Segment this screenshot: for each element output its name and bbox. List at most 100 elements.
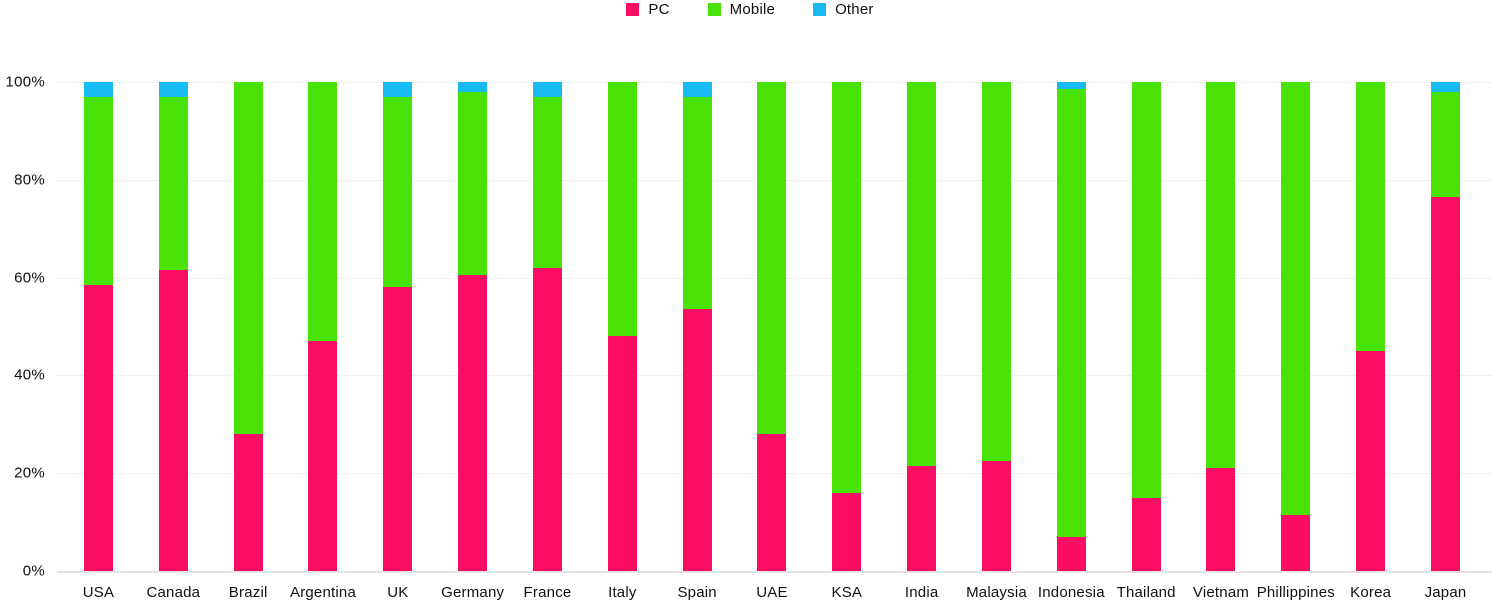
bar-segment-indonesia-pc: [1056, 536, 1086, 571]
bar-malaysia: [981, 82, 1011, 571]
bar-japan: [1430, 82, 1460, 571]
x-axis-line: [57, 571, 1492, 573]
bar-phillippines: [1281, 82, 1311, 571]
bar-thailand: [1131, 82, 1161, 571]
bar-vietnam: [1206, 82, 1236, 571]
x-tick-label-thailand: Thailand: [1116, 584, 1176, 601]
bar-segment-thailand-pc: [1131, 497, 1161, 571]
bar-segment-germany-mobile: [458, 91, 488, 276]
x-tick-label-italy: Italy: [608, 584, 637, 601]
bar-segment-japan-mobile: [1430, 91, 1460, 197]
bar-uae: [757, 82, 787, 571]
bar-spain: [682, 82, 712, 571]
x-axis: USA Canada Brazil Argentina UK Germany France I…: [0, 584, 1500, 604]
bar-france: [532, 82, 562, 571]
legend-item-mobile[interactable]: Mobile: [707, 0, 776, 18]
x-tick-label-usa: USA: [82, 584, 115, 601]
y-tick-label: 80%: [14, 171, 45, 189]
bar-usa: [84, 82, 113, 571]
x-tick-label-canada: Canada: [146, 584, 201, 601]
x-tick-label-korea: Korea: [1350, 584, 1392, 601]
bar-segment-germany-pc: [458, 275, 488, 571]
bar-segment-germany-other: [458, 82, 488, 92]
bar-segment-korea-pc: [1356, 350, 1386, 571]
bar-segment-canada-pc: [158, 270, 188, 571]
bar-segment-france-other: [532, 82, 562, 97]
x-tick-label-ksa: KSA: [831, 584, 863, 601]
legend-swatch-other: [813, 2, 827, 16]
bar-korea: [1356, 82, 1386, 571]
x-tick-label-uae: UAE: [756, 584, 788, 601]
bar-segment-japan-pc: [1430, 196, 1460, 571]
legend-item-pc[interactable]: PC: [626, 1, 669, 18]
bar-segment-brazil-pc: [233, 434, 263, 571]
plot-area: [84, 82, 1460, 571]
bar-segment-uk-other: [383, 82, 413, 97]
bar-uk: [383, 82, 413, 571]
y-tick-label: 40%: [14, 366, 45, 384]
legend-swatch-pc: [626, 2, 640, 16]
bar-segment-uk-mobile: [383, 96, 413, 288]
x-tick-label-germany: Germany: [441, 584, 505, 601]
bar-segment-usa-other: [84, 82, 113, 97]
bar-india: [907, 82, 937, 571]
bar-segment-thailand-mobile: [1131, 82, 1161, 498]
bar-segment-spain-other: [682, 82, 712, 97]
bar-segment-france-mobile: [532, 96, 562, 268]
bar-segment-vietnam-mobile: [1206, 82, 1236, 469]
bar-germany: [458, 82, 488, 571]
bar-segment-ksa-mobile: [832, 82, 862, 493]
bar-segment-canada-mobile: [158, 96, 188, 271]
bar-segment-korea-mobile: [1356, 82, 1386, 351]
bar-segment-malaysia-mobile: [981, 82, 1011, 461]
bar-segment-uk-pc: [383, 287, 413, 571]
bar-segment-spain-mobile: [682, 96, 712, 310]
bar-segment-usa-mobile: [84, 96, 113, 285]
x-tick-label-malaysia: Malaysia: [966, 584, 1027, 601]
bar-argentina: [308, 82, 338, 571]
bar-segment-uae-mobile: [757, 82, 787, 435]
bar-segment-usa-pc: [84, 284, 113, 571]
bar-segment-uae-pc: [757, 434, 787, 571]
bar-segment-ksa-pc: [832, 492, 862, 571]
bar-segment-spain-pc: [682, 309, 712, 571]
x-tick-label-vietnam: Vietnam: [1192, 584, 1250, 601]
legend-label: Other: [835, 0, 874, 18]
bar-segment-malaysia-pc: [981, 460, 1011, 571]
x-tick-label-japan: Japan: [1424, 584, 1467, 601]
bar-segment-india-mobile: [907, 82, 937, 466]
bar-canada: [158, 82, 188, 571]
bar-segment-argentina-pc: [308, 341, 338, 571]
bar-segment-canada-other: [158, 82, 188, 97]
x-tick-label-argentina: Argentina: [289, 584, 357, 601]
y-tick-label: 20%: [14, 464, 45, 482]
bar-segment-phillippines-pc: [1281, 514, 1311, 571]
bar-brazil: [233, 82, 263, 571]
legend-item-other[interactable]: Other: [813, 1, 874, 18]
x-tick-label-france: France: [523, 584, 572, 601]
bar-segment-italy-pc: [607, 336, 637, 571]
x-tick-label-spain: Spain: [677, 584, 717, 601]
bar-segment-italy-mobile: [607, 82, 637, 337]
y-tick-label: 0%: [22, 562, 45, 580]
bar-indonesia: [1056, 82, 1086, 571]
bar-ksa: [832, 82, 862, 571]
x-tick-label-uk: UK: [387, 584, 409, 601]
bar-segment-phillippines-mobile: [1281, 82, 1311, 515]
bar-segment-brazil-mobile: [233, 82, 263, 435]
x-tick-label-brazil: Brazil: [228, 584, 268, 601]
y-tick-label: 60%: [14, 269, 45, 287]
x-tick-label-phillippines: Phillippines: [1256, 584, 1335, 601]
y-tick-label: 100%: [5, 73, 45, 91]
bar-segment-japan-other: [1430, 82, 1460, 92]
bar-segment-indonesia-mobile: [1056, 89, 1086, 537]
legend-label: Mobile: [729, 0, 776, 18]
legend-label: PC: [648, 0, 670, 18]
bar-segment-india-pc: [907, 465, 937, 571]
x-tick-label-india: India: [904, 584, 939, 601]
bar-segment-vietnam-pc: [1206, 468, 1236, 571]
bar-segment-france-pc: [532, 267, 562, 571]
bar-italy: [607, 82, 637, 571]
legend-swatch-mobile: [707, 2, 721, 16]
